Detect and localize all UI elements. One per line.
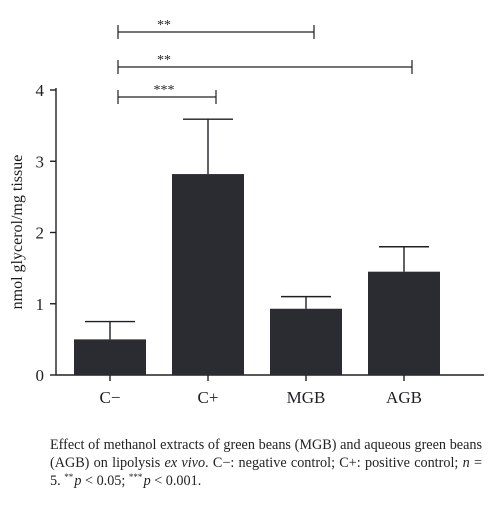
x-tick-label: C+ (198, 388, 219, 407)
significance-bracket (117, 60, 413, 74)
significance-label: ** (157, 53, 171, 68)
bar (368, 271, 440, 375)
y-tick-label: 1 (36, 295, 45, 314)
error-bars (85, 118, 429, 340)
caption-italic: p (74, 473, 82, 489)
y-tick-labels: 0 1 2 3 4 (36, 81, 45, 385)
bar (172, 174, 244, 375)
caption-text: < 0.05; (81, 473, 129, 489)
x-tick-label: MGB (287, 388, 326, 407)
y-tick-label: 0 (36, 366, 45, 385)
x-tick-labels: C− C+ MGB AGB (100, 388, 422, 407)
caption-text: < 0.001. (150, 473, 202, 489)
significance-bracket (117, 25, 315, 39)
significance-brackets: ******* (117, 18, 413, 104)
y-tick-label: 4 (36, 81, 45, 100)
figure-caption: Effect of methanol extracts of green bea… (50, 436, 482, 490)
y-tick-label: 2 (36, 224, 45, 243)
significance-label: ** (157, 18, 171, 33)
x-tick-label: C− (100, 388, 121, 407)
caption-italic: ex vivo (164, 455, 206, 471)
chart-bars (74, 174, 440, 375)
significance-bracket (117, 90, 217, 104)
significance-label: *** (154, 83, 175, 98)
caption-italic: p (143, 473, 151, 489)
y-tick-label: 3 (36, 152, 45, 171)
caption-text: = 5. (50, 455, 482, 489)
caption-italic: n (462, 455, 470, 471)
caption-superscript: ** (64, 472, 74, 482)
caption-text: . C−: negative control; C+: positive con… (205, 455, 463, 471)
y-axis-label: nmol glycerol/mg tissue (9, 155, 26, 310)
caption-text: Effect of methanol extracts of green bea… (50, 437, 482, 471)
caption-superscript: *** (128, 472, 143, 482)
bar (74, 339, 146, 375)
x-tick-label: AGB (386, 388, 422, 407)
bar (270, 308, 342, 375)
